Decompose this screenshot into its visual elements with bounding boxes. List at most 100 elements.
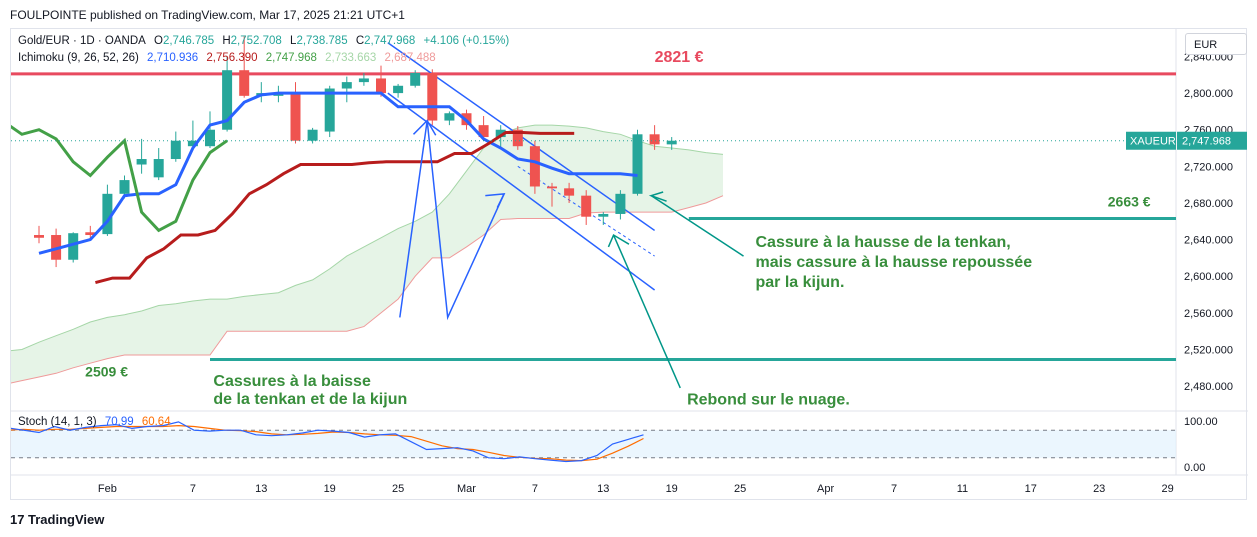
y-tick-label-7: 2,560.000 [1184,308,1233,320]
x-tick-label-16: 29 [1161,483,1173,495]
annotation-rebond-line-0: Rebond sur le nuage. [687,391,850,408]
y-tick-label-1: 2,800.000 [1184,88,1233,100]
candle-body-27 [495,129,506,138]
candle-body-29 [529,146,540,187]
candle-body-22 [410,72,421,86]
price-tag-value-bg [1177,131,1247,150]
level-label-2: 2509 € [85,364,128,380]
senkou-b-line [11,195,724,384]
chart-frame[interactable]: 2,840.000 2,800.000 2,760.000 2,720.000 2,68… [10,28,1248,501]
candle-body-6 [136,159,147,165]
ichimoku-senkou-b-value: 2,687.488 [384,52,436,64]
candle-body-34 [615,193,626,214]
y-tick-label-9: 2,480.000 [1184,381,1233,393]
y-tick-label-5: 2,640.000 [1184,235,1233,247]
ichimoku-legend: Ichimoku (9, 26, 52, 26) 2,710.936 2,756… [18,52,441,64]
annotation-baisse-line-0: Cassures à la baisse [213,373,371,390]
level-label-0: 2821 € [655,49,704,66]
x-tick-label-13: 11 [957,483,968,495]
x-tick-label-8: 13 [597,483,609,495]
candle-body-5 [119,180,130,194]
candle-body-3 [85,232,96,236]
candle-body-36 [649,134,660,145]
x-tick-label-3: 13 [255,483,267,495]
candle-body-16 [307,129,318,141]
x-tick-label-12: 7 [891,483,897,495]
annotation-tenkan-line-0: Cassure à la hausse de la tenkan, [755,234,1010,251]
price-tag-symbol-bg [1126,131,1176,150]
candle-body-24 [444,113,455,121]
y-tick-label-6: 2,600.000 [1184,271,1233,283]
x-tick-label-11: Apr [817,483,834,495]
candle-body-23 [427,72,438,121]
y-tick-label-8: 2,520.000 [1184,344,1233,356]
x-tick-label-10: 25 [734,483,746,495]
candle-body-37 [666,140,677,145]
ichimoku-kijun-value: 2,756.390 [206,52,258,64]
ichimoku-label: Ichimoku (9, 26, 52, 26) [18,52,139,64]
candle-body-11 [222,70,233,130]
x-tick-label-15: 23 [1093,483,1105,495]
candle-body-0 [34,235,44,238]
stoch-k-line [11,421,644,463]
x-tick-label-14: 17 [1025,483,1037,495]
candle-body-33 [598,213,609,217]
annotation-baisse-line-1: de la tenkan et de la kijun [213,391,407,408]
candle-body-2 [68,233,79,260]
ohlc-values: O2,746.785 H2,752.708 L2,738.785 C2,747.… [154,35,510,47]
currency-selector[interactable]: EUR [1185,33,1247,55]
stoch-tick-100: 100.00 [1184,416,1218,428]
candle-body-21 [393,85,404,94]
arrowhead-rebond [607,233,630,248]
ichimoku-chikou-value: 2,747.968 [265,52,317,64]
level-label-1: 2663 € [1108,194,1151,210]
x-tick-label-4: 19 [324,483,336,495]
arrowhead-baisse-2 [485,192,506,208]
y-tick-label-4: 2,680.000 [1184,198,1233,210]
x-tick-label-6: Mar [457,483,476,495]
senkou-a-line [11,124,724,352]
candle-body-4 [102,193,113,235]
x-tick-label-9: 19 [666,483,678,495]
ichimoku-cloud [11,125,723,383]
arrowhead-tenkan [648,191,667,202]
candle-body-15 [290,93,301,141]
stoch-legend: Stoch (14, 1, 3) 70.99 60.64 [18,416,176,428]
tradingview-logo[interactable]: 17 TradingView [10,512,105,527]
x-tick-label-1: Feb [98,483,117,495]
annotation-tenkan-line-2: par la kijun. [755,274,844,291]
candle-body-20 [376,78,386,94]
annotation-arrow-tenkan [650,195,744,257]
symbol-name: Gold/EUR · 1D · OANDA [18,35,146,47]
candle-body-10 [205,129,215,147]
chikou-line [11,124,228,233]
stoch-d-value: 60.64 [141,416,171,428]
kijun-line [95,131,575,285]
y-tick-label-3: 2,720.000 [1184,161,1233,173]
candle-body-31 [564,188,575,196]
candle-body-28 [512,129,523,147]
candle-body-32 [581,195,592,217]
candle-body-17 [324,88,335,132]
arrowhead-baisse-1 [412,119,437,136]
x-tick-label-5: 25 [392,483,404,495]
stoch-k-value: 70.99 [104,416,134,428]
price-tag-value: 2,747.968 [1182,136,1231,148]
candle-body-19 [358,78,369,83]
x-tick-label-7: 7 [532,483,538,495]
candle-body-30 [547,186,557,189]
annotation-tenkan-line-1: mais cassure à la hausse repoussée [755,254,1032,271]
published-header: FOULPOINTE published on TradingView.com,… [10,8,405,22]
candle-body-35 [632,134,643,194]
ichimoku-tenkan-value: 2,710.936 [147,52,199,64]
candle-body-18 [341,82,352,89]
stoch-label: Stoch (14, 1, 3) [18,416,97,428]
x-tick-label-2: 7 [190,483,196,495]
stoch-band [11,430,1176,458]
channel-bottom-line [387,92,656,291]
annotation-arrows-baisse [399,120,505,321]
annotation-arrow-rebond [612,234,681,389]
tradingview-logo-icon: 17 [10,512,25,527]
chart-svg[interactable]: 2,840.0002,800.0002,760.0002,720.0002,68… [11,29,1248,501]
stoch-tick-0: 0.00 [1184,462,1205,474]
